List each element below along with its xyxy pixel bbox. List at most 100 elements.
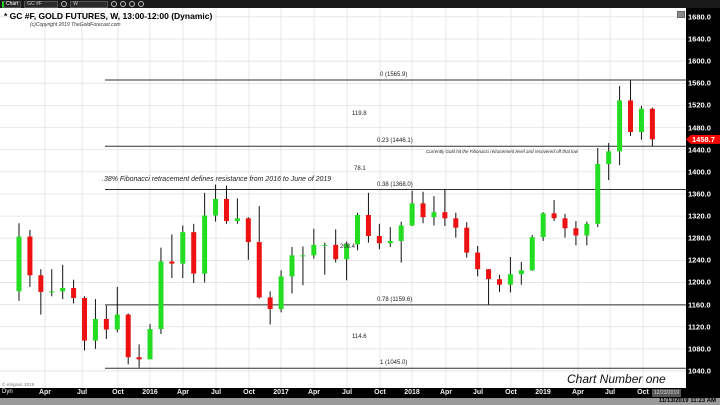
x-tick-label: Oct	[243, 389, 255, 396]
candle-body	[256, 242, 262, 298]
candle-body	[496, 279, 502, 285]
candle-body	[223, 198, 229, 222]
candle-body	[518, 270, 524, 275]
x-tick-label: Apr	[307, 389, 321, 396]
info-icon[interactable]	[129, 1, 136, 7]
candle-body	[191, 232, 197, 274]
y-tick-label: 1280.0	[688, 233, 711, 243]
candle-body	[322, 244, 328, 246]
timestamp: 11/13/2019 11:23 AM	[658, 398, 716, 404]
x-tick-label: Apr	[38, 389, 52, 396]
x-tick-label: Apr	[571, 389, 585, 396]
candle-body	[420, 203, 426, 218]
y-tick-label: 1360.0	[688, 189, 711, 199]
symbol-input[interactable]: GC #F	[24, 0, 59, 8]
draw-icon[interactable]	[120, 1, 127, 7]
candle-body	[595, 164, 601, 224]
x-tick-label: Apr	[439, 389, 453, 396]
candle-body	[82, 297, 88, 341]
candle-body	[300, 255, 306, 257]
x-tick-label: 2018	[404, 389, 420, 396]
dynamic-mode-label[interactable]: Dyn	[2, 389, 13, 395]
candle-body	[278, 276, 284, 310]
maximize-icon[interactable]	[677, 11, 685, 18]
fib-level-label: 0.23 (1446.1)	[377, 138, 413, 145]
x-tick-label: Jul	[76, 389, 88, 396]
search-icon[interactable]	[61, 1, 68, 7]
x-tick-label: Jul	[604, 389, 616, 396]
y-tick-label: 1120.0	[688, 322, 711, 332]
y-tick-label: 1080.0	[688, 344, 711, 354]
chart-caption: Chart Number one	[567, 372, 666, 386]
x-tick-label: 2017	[273, 389, 289, 396]
candle-body	[409, 203, 415, 226]
x-tick-label: Apr	[176, 389, 190, 396]
price-axis[interactable]: 1040.0 1080.0 1120.0 1160.0 1200.0 1240.0 1280…	[686, 8, 720, 398]
y-tick-label: 1440.0	[688, 145, 711, 155]
y-tick-label: 1200.0	[688, 277, 711, 287]
chart-tab[interactable]: Chart	[2, 0, 22, 8]
x-tick-label: Oct	[637, 389, 649, 396]
copyright-text: (c)Copyright 2019 TheGoldForecast.com	[30, 22, 121, 28]
candle-body	[355, 214, 361, 245]
y-tick-label: 1640.0	[688, 34, 711, 44]
candle-body	[92, 318, 98, 341]
candle-body	[387, 240, 393, 244]
candle-body	[464, 227, 470, 253]
candle-body	[551, 213, 557, 219]
candle-body	[475, 252, 481, 270]
x-tick-label: Oct	[112, 389, 124, 396]
candle-body	[180, 232, 186, 264]
x-tick-label: 2019	[535, 389, 551, 396]
candle-body	[562, 218, 568, 229]
esignal-watermark: © eSignal, 2019	[2, 382, 35, 387]
candle-body	[617, 100, 623, 152]
fib-difference-label: 78.1	[354, 166, 366, 172]
status-bar: 11/13/2019 11:23 AM	[0, 398, 720, 405]
y-tick-label: 1160.0	[688, 300, 711, 310]
candle-body	[649, 108, 655, 140]
y-tick-label: 1240.0	[688, 255, 711, 265]
candlestick-chart	[0, 8, 686, 388]
candle-body	[606, 151, 612, 165]
settings-icon[interactable]	[138, 1, 145, 7]
last-price-tag: 1458.7	[686, 134, 720, 144]
candle-body	[16, 236, 22, 292]
fib-level-label: 1 (1045.0)	[380, 360, 408, 367]
chart-plot-area[interactable]: * GC #F, GOLD FUTURES, W, 13:00-12:00 (D…	[0, 8, 686, 388]
candle-body	[147, 328, 153, 360]
y-tick-label: 1320.0	[688, 211, 711, 221]
fib-level-label: 0 (1565.9)	[380, 72, 408, 79]
y-tick-label: 1520.0	[688, 100, 711, 110]
candle-body	[27, 236, 33, 276]
toolbar: Chart GC #F W	[0, 0, 720, 8]
time-axis[interactable]: Dyn 12/23/2019 Apr Jul Oct 2016 Apr Jul Oct 201…	[0, 388, 686, 398]
candle-body	[486, 269, 492, 280]
candle-body	[245, 218, 251, 243]
candle-body	[114, 314, 120, 330]
candle-body	[442, 212, 448, 219]
candle-body	[453, 218, 459, 228]
candle-body	[376, 235, 382, 244]
candle-body	[38, 275, 44, 292]
candle-body	[103, 318, 109, 330]
candle-body	[584, 223, 590, 236]
y-tick-label: 1560.0	[688, 78, 711, 88]
candle-body	[507, 274, 513, 285]
candle-body	[540, 213, 546, 238]
y-tick-label: 1480.0	[688, 123, 711, 133]
candle-body	[60, 288, 66, 292]
x-tick-label: Jul	[210, 389, 222, 396]
candle-body	[49, 291, 55, 293]
x-tick-label: Jul	[341, 389, 353, 396]
candle-body	[638, 108, 644, 132]
y-tick-label: 1600.0	[688, 56, 711, 66]
y-tick-label: 1680.0	[688, 12, 711, 22]
fib-level-label: 0.78 (1159.6)	[377, 296, 413, 303]
tool-icon[interactable]	[111, 1, 118, 7]
x-tick-label: Jul	[472, 389, 484, 396]
candle-body	[71, 288, 77, 298]
candle-body	[311, 244, 317, 256]
interval-select[interactable]: W	[70, 0, 109, 8]
fib-difference-label: 208.4	[340, 244, 356, 250]
